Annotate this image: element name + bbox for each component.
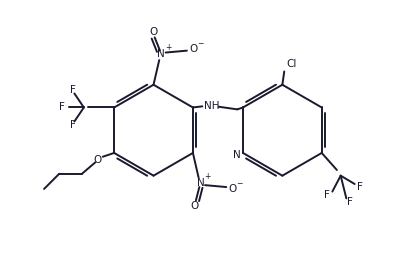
Text: +: + — [165, 43, 171, 52]
Text: O: O — [149, 27, 158, 37]
Text: F: F — [347, 197, 353, 207]
Text: NH: NH — [204, 100, 220, 111]
Text: −: − — [236, 180, 243, 188]
Text: F: F — [324, 190, 330, 200]
Text: O: O — [94, 155, 102, 165]
Text: O: O — [191, 201, 199, 211]
Text: +: + — [204, 172, 211, 181]
Text: F: F — [357, 182, 363, 192]
Text: N: N — [233, 150, 241, 160]
Text: F: F — [59, 102, 65, 113]
Text: F: F — [70, 85, 75, 95]
Text: −: − — [197, 39, 203, 48]
Text: N: N — [197, 178, 204, 188]
Text: N: N — [157, 49, 165, 59]
Text: O: O — [189, 44, 197, 54]
Text: F: F — [70, 120, 75, 129]
Text: Cl: Cl — [287, 59, 297, 69]
Text: O: O — [228, 184, 237, 194]
